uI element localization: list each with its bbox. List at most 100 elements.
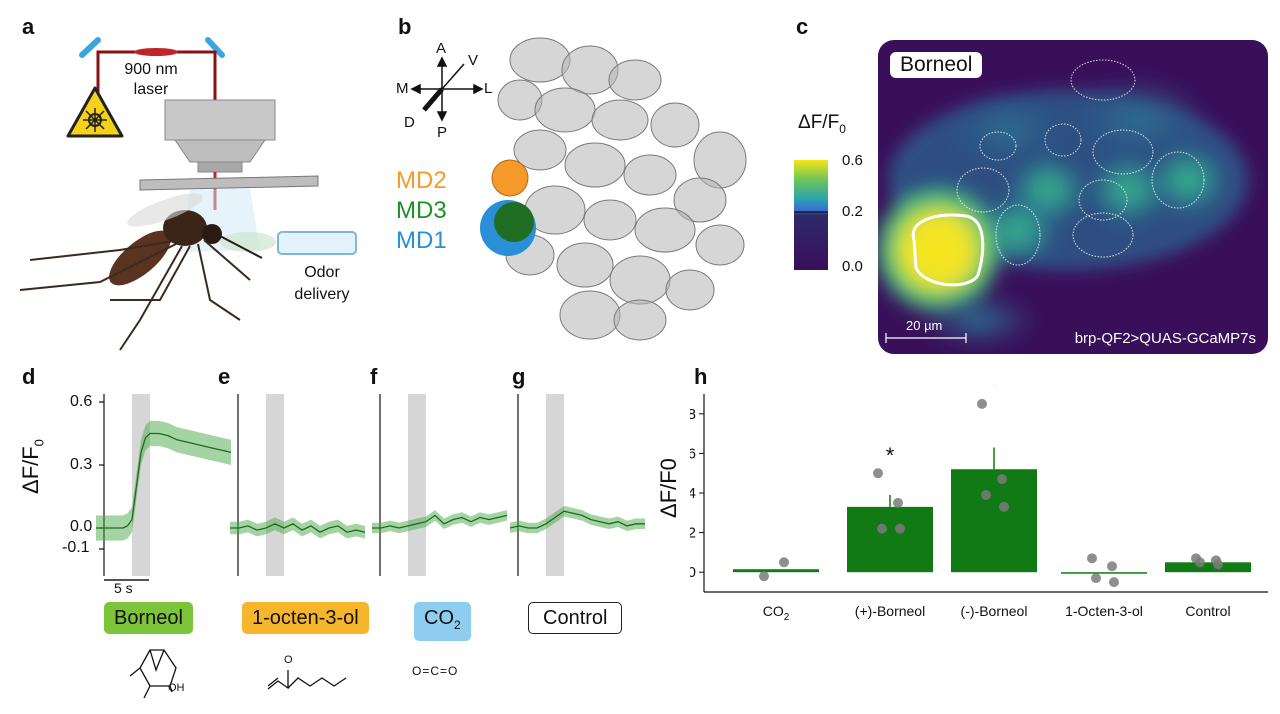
bar-ytick-label: 0.4 (690, 485, 696, 502)
panel-label-b: b (398, 14, 412, 39)
data-point (1091, 573, 1101, 584)
heatmap-odor-label: Borneol (890, 52, 983, 78)
colorbar (794, 160, 828, 270)
axis-label-m: M (396, 80, 409, 97)
odor-tag-co2: CO2 (414, 602, 471, 641)
bar-ylabel: ΔF/F0 (656, 458, 681, 518)
data-point (981, 489, 991, 500)
stimulus-window-g (546, 394, 564, 576)
legend-md3: MD3 (396, 197, 447, 224)
ytick-0.0: 0.0 (70, 518, 93, 535)
bar-4 (1165, 562, 1251, 573)
ytick-neg0.1: -0.1 (62, 539, 90, 556)
axis-label-a: A (436, 40, 447, 57)
panel-label-h: h (694, 364, 708, 389)
bar-3 (1061, 572, 1147, 574)
scale-bar (885, 333, 967, 343)
colorbar-title: ΔF/F0 (798, 112, 846, 136)
bar-ytick-label: 0.2 (690, 525, 696, 542)
glomerulus-outlines (956, 59, 1205, 266)
trace-line-f (372, 514, 508, 529)
trace-line-g (509, 510, 645, 529)
axis-label-l: L (484, 80, 493, 97)
panel-label-d: d (22, 364, 36, 389)
stimulus-window-d (132, 394, 150, 576)
data-point (895, 523, 905, 534)
odor-label-line2: delivery (294, 286, 350, 303)
bar-ytick-label: 0.8 (690, 406, 696, 423)
panel-label-c: c (796, 14, 809, 39)
stimulus-window-e (266, 394, 284, 576)
data-point (779, 557, 789, 568)
laser-label-line1: 900 nm (124, 61, 178, 78)
octenol-o: O (284, 654, 293, 666)
md2-outline (911, 213, 985, 287)
genotype-label: brp-QF2>QUAS-GCaMP7s (1074, 330, 1256, 347)
colorbar-tick-min: 0.0 (842, 258, 863, 275)
bar-category-label-4: Control (1185, 603, 1230, 619)
bar-category-label-2: (-)-Borneol (961, 603, 1028, 619)
data-point (997, 474, 1007, 485)
glomerulus-md2 (491, 159, 529, 197)
odor-tag-control: Control (528, 602, 623, 634)
data-point (1109, 577, 1119, 588)
mirror-left (79, 37, 101, 58)
bar-chart: 0.0 0.2 0.4 0.6 0.8 CO2 * (+)-Borneol * (-)-Borne… (690, 386, 1268, 623)
data-point (873, 468, 883, 479)
mirror-right (205, 37, 225, 58)
trace-line-d (96, 432, 232, 529)
bar-category-label-1: (+)-Borneol (855, 603, 925, 619)
scale-bar-label: 20 µm (906, 318, 943, 333)
data-point (877, 523, 887, 534)
colorbar-tick-mid: 0.2 (842, 203, 863, 220)
data-point (1087, 553, 1097, 564)
bar-2 (951, 469, 1037, 573)
trace-line-e (230, 523, 366, 533)
trace-sem-g (510, 505, 645, 534)
bar-ytick-label: 0.6 (690, 445, 696, 462)
glomerulus-md3 (494, 202, 534, 242)
panel-label-a: a (22, 14, 35, 39)
data-point (759, 571, 769, 582)
objective (164, 99, 276, 141)
legend-md2: MD2 (396, 167, 447, 194)
data-point (1107, 561, 1117, 572)
bar-0 (733, 569, 819, 573)
significance-star-2: * (990, 386, 999, 399)
co2-structure: O=C=O (412, 664, 459, 678)
panel-label-g: g (512, 364, 526, 389)
bar-category-label-0: CO2 (763, 603, 790, 623)
data-point (893, 497, 903, 508)
laser-label-line2: laser (133, 81, 169, 98)
bar-category-label-3: 1-Octen-3-ol (1065, 603, 1143, 619)
axis-label-p: P (437, 124, 448, 141)
odor-tag-octenol: 1-octen-3-ol (242, 602, 369, 634)
stimulus-window-f (408, 394, 426, 576)
octenol-structure (267, 670, 347, 690)
axis-label-v: V (468, 52, 479, 69)
orientation-compass (410, 56, 484, 122)
time-scale-label: 5 s (114, 580, 133, 596)
odor-label-line1: Odor (304, 264, 340, 281)
odor-tag-borneol: Borneol (104, 602, 193, 634)
data-point (977, 398, 987, 409)
lens (134, 48, 178, 56)
bar-1 (847, 506, 933, 573)
traces-plots (96, 394, 645, 581)
odor-tube (277, 231, 357, 255)
mosquito-illustration (19, 193, 263, 351)
panel-b-antennal-lobe (410, 37, 747, 341)
calcium-heatmap: Borneol 20 µm brp-QF2>QUAS-GCaMP7s (878, 40, 1268, 354)
trace-sem-e (230, 517, 365, 539)
borneol-structure (129, 649, 177, 699)
stage (139, 175, 319, 191)
trace-sem-d (96, 420, 231, 541)
legend-md1: MD1 (396, 227, 447, 254)
trace-sem-f (372, 510, 507, 534)
borneol-oh: OH (168, 682, 185, 694)
data-point (1213, 559, 1223, 570)
panel-label-f: f (370, 364, 378, 389)
data-point (1195, 557, 1205, 568)
panel-a-illustration (19, 37, 357, 351)
ytick-0.3: 0.3 (70, 456, 93, 473)
